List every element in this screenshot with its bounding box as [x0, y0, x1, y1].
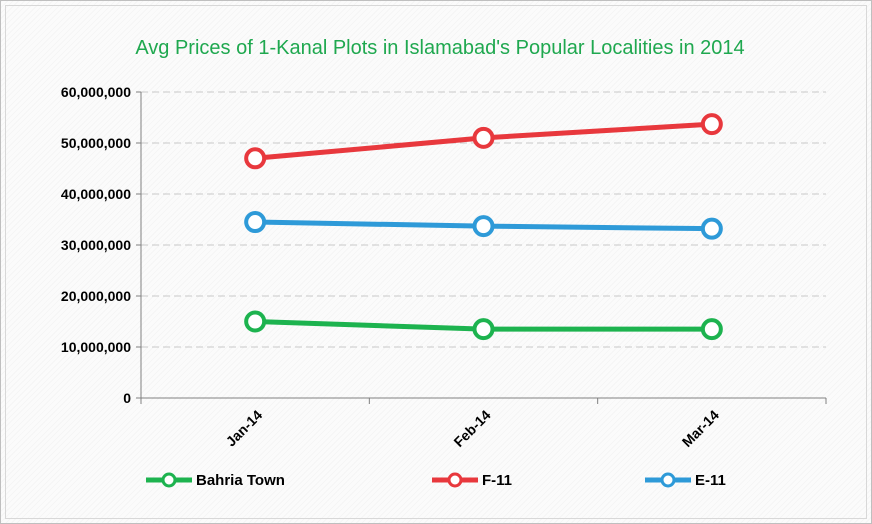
chart-inner-border	[5, 5, 867, 519]
axes: 0 10,000,000 20,000,000 30,000,000 40,000,00…	[61, 84, 827, 450]
chart-title: Avg Prices of 1-Kanal Plots in Islamabad…	[135, 37, 744, 59]
y-tick-label: 40,000,000	[61, 186, 131, 202]
data-point-e-11	[472, 215, 495, 238]
data-point-e-11	[244, 211, 267, 234]
legend-label-e-11: E-11	[695, 472, 726, 489]
legend: Bahria Town F-11 E-11	[146, 472, 726, 489]
data-point-bahria-town	[472, 318, 495, 341]
data-point-bahria-town	[700, 318, 723, 341]
x-tick-label: Feb-14	[450, 407, 493, 450]
x-tick-label: Jan-14	[223, 407, 266, 450]
x-tick-label: Mar-14	[679, 407, 722, 450]
data-point-f-11	[244, 147, 267, 170]
y-tick-label: 0	[123, 390, 131, 406]
data-point-f-11	[700, 113, 723, 136]
legend-label-f-11: F-11	[482, 472, 512, 489]
legend-label-bahria-town: Bahria Town	[196, 472, 285, 489]
y-tick-label: 50,000,000	[61, 135, 131, 151]
legend-swatch-marker-e-11	[660, 472, 676, 488]
y-tick-label: 60,000,000	[61, 84, 131, 100]
y-tick-label: 10,000,000	[61, 339, 131, 355]
series-lines	[244, 113, 723, 341]
legend-swatch-marker-f-11	[447, 472, 463, 488]
data-point-bahria-town	[244, 310, 267, 333]
y-tick-label: 30,000,000	[61, 237, 131, 253]
data-point-f-11	[472, 126, 495, 149]
legend-swatch-marker-bahria-town	[161, 472, 177, 488]
data-point-e-11	[700, 217, 723, 240]
y-tick-label: 20,000,000	[61, 288, 131, 304]
